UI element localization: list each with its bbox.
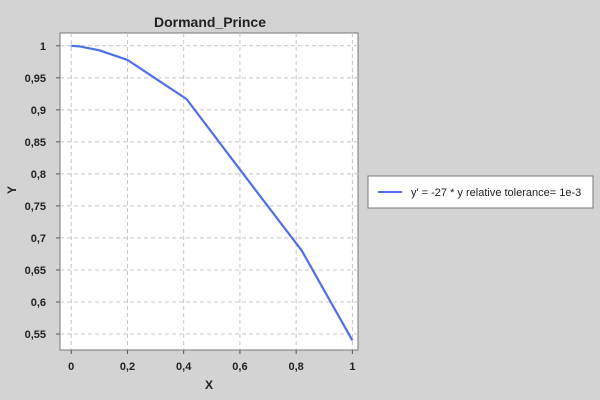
legend: y' = -27 * y relative tolerance= 1e-3 bbox=[367, 175, 594, 209]
x-tick-label: 0 bbox=[68, 361, 74, 373]
x-axis-label: X bbox=[205, 378, 213, 392]
grid-lines bbox=[60, 33, 358, 350]
axes bbox=[56, 45, 353, 354]
y-tick-label: 0,95 bbox=[25, 73, 46, 85]
y-tick-label: 0,65 bbox=[25, 265, 46, 277]
y-tick-label: 0,7 bbox=[31, 233, 46, 245]
series-line bbox=[71, 44, 354, 341]
y-tick-label: 0,55 bbox=[25, 329, 46, 341]
y-tick-label: 0,9 bbox=[31, 105, 46, 117]
y-tick-label: 0,6 bbox=[31, 297, 46, 309]
legend-box bbox=[367, 175, 594, 209]
x-tick-labels: 0 0,2 0,4 0,6 0,8 1 bbox=[68, 361, 355, 373]
legend-label: y' = -27 * y relative tolerance= 1e-3 bbox=[411, 187, 581, 199]
y-tick-label: 1 bbox=[40, 41, 46, 53]
y-tick-labels: 0,55 0,6 0,65 0,7 0,75 0,8 0,85 0,9 0,95 1 bbox=[25, 41, 46, 341]
x-tick-label: 0,4 bbox=[176, 361, 192, 373]
y-axis-label: Y bbox=[5, 186, 19, 194]
plot-area bbox=[59, 32, 359, 351]
x-tick-label: 0,8 bbox=[289, 361, 304, 373]
chart-title: Dormand_Prince bbox=[154, 14, 266, 30]
x-tick-label: 0,2 bbox=[120, 361, 135, 373]
y-tick-label: 0,8 bbox=[31, 169, 46, 181]
series-group bbox=[71, 44, 354, 341]
y-tick-label: 0,85 bbox=[25, 137, 46, 149]
y-tick-label: 0,75 bbox=[25, 201, 46, 213]
x-tick-label: 1 bbox=[349, 361, 355, 373]
x-tick-label: 0,6 bbox=[232, 361, 247, 373]
